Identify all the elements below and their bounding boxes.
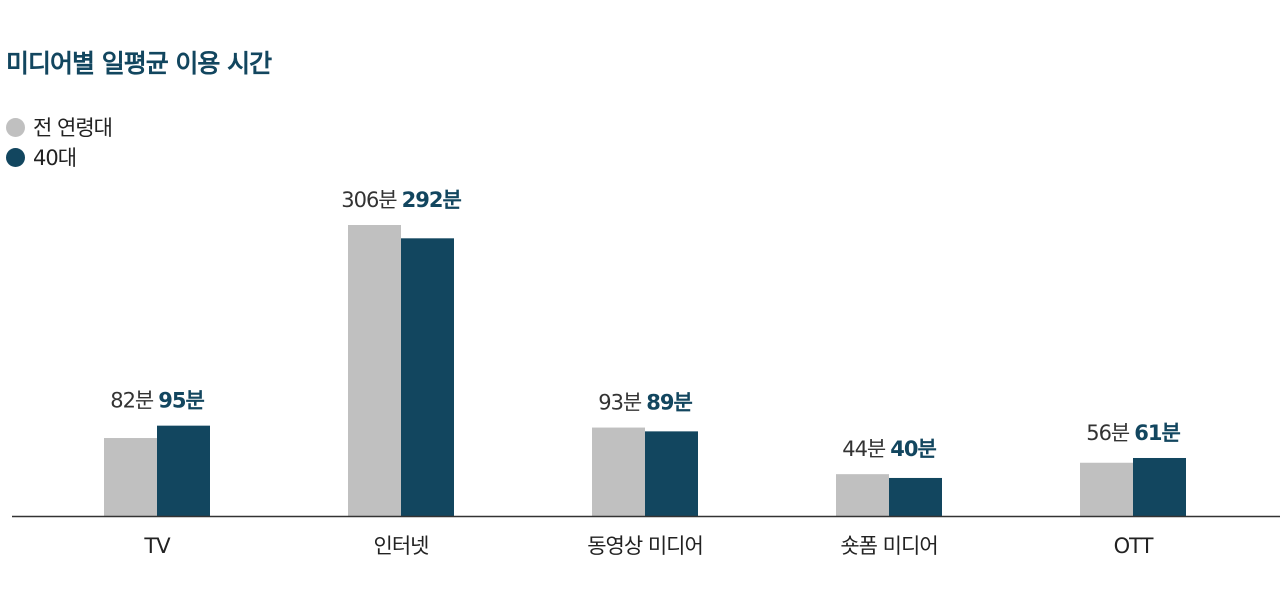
category-label-2: 동영상 미디어 [587, 534, 703, 558]
value-label-all-ages-0: 82분 [110, 389, 154, 413]
legend-item-all-ages: 전 연령대 [6, 112, 113, 142]
value-label-forties-1: 292분 [402, 188, 462, 212]
bar-all-ages-1 [348, 225, 401, 516]
bar-forties-1 [401, 238, 454, 516]
category-label-1: 인터넷 [374, 534, 430, 558]
value-label-all-ages-1: 306분 [341, 188, 397, 212]
category-label-0: TV [143, 534, 171, 558]
bar-all-ages-3 [836, 474, 889, 516]
value-label-group-3: 44분 40분 [842, 437, 936, 461]
bar-all-ages-4 [1080, 462, 1133, 516]
value-label-all-ages-4: 56분 [1086, 421, 1130, 445]
value-label-forties-3: 40분 [890, 437, 936, 461]
value-label-forties-4: 61분 [1134, 421, 1180, 445]
value-label-group-1: 306분 292분 [341, 188, 461, 212]
bar-forties-2 [645, 431, 698, 516]
bar-all-ages-2 [592, 427, 645, 516]
legend-label-forties: 40대 [33, 146, 77, 170]
chart-title: 미디어별 일평균 이용 시간 [6, 49, 272, 78]
value-label-forties-0: 95분 [158, 389, 204, 413]
bar-all-ages-0 [104, 438, 157, 516]
category-label-3: 숏폼 미디어 [840, 534, 937, 558]
value-label-group-2: 93분 89분 [598, 391, 692, 415]
legend-swatch-all-ages [6, 117, 25, 137]
bar-forties-4 [1133, 457, 1186, 516]
legend-item-forties: 40대 [6, 142, 112, 172]
value-label-all-ages-3: 44분 [842, 437, 886, 461]
value-label-forties-2: 89분 [646, 391, 692, 415]
value-label-group-4: 56분 61분 [1086, 421, 1180, 445]
bar-forties-0 [157, 425, 210, 516]
legend: 전 연령대 40대 [6, 112, 113, 172]
legend-swatch-forties [6, 147, 25, 167]
category-label-4: OTT [1114, 534, 1154, 558]
legend-label-all-ages: 전 연령대 [33, 116, 113, 140]
bar-forties-3 [889, 477, 942, 516]
value-label-all-ages-2: 93분 [598, 391, 642, 415]
value-label-group-0: 82분 95분 [110, 389, 204, 413]
